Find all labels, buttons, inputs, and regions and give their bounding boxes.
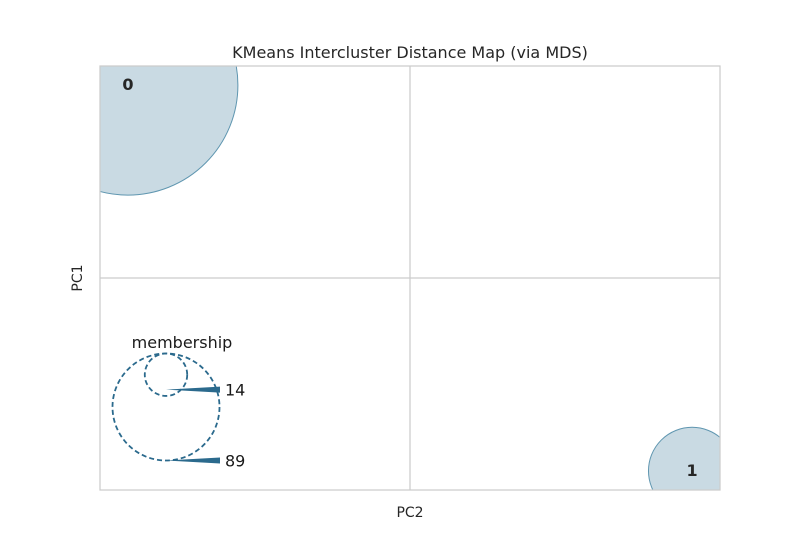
cluster-0-label: 0 [122,75,133,94]
size-legend: membership 14 89 [111,333,245,471]
y-axis-label: PC1 [70,264,86,291]
chart-title: KMeans Intercluster Distance Map (via MD… [232,43,588,62]
legend-pointer-14 [166,386,220,393]
grid-lines [100,66,720,490]
legend-size-label: 89 [225,452,245,471]
legend-pointer-89 [166,457,220,464]
cluster-0-circle [100,66,239,196]
cluster-layer: 01 [100,66,720,490]
legend-size-label: 14 [225,381,245,400]
plot-frame [99,65,721,491]
cluster-1-label: 1 [687,461,698,480]
legend-title: membership [132,333,233,352]
x-axis-label: PC2 [396,505,423,521]
cluster-1-circle [647,426,720,490]
